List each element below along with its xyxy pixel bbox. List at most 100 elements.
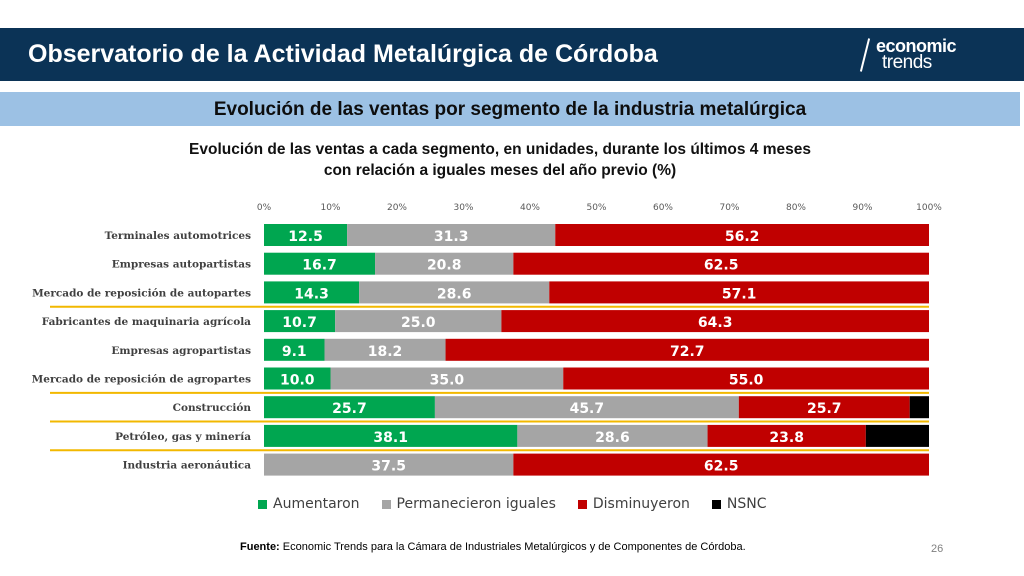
source-text: Economic Trends para la Cámara de Indust… (279, 541, 746, 553)
data-label: 55.0 (729, 373, 764, 389)
logo-line1: economic (876, 36, 957, 56)
bar-segment-permanecieron-iguales (335, 310, 502, 333)
data-label: 16.7 (302, 258, 337, 274)
category-label: Mercado de reposición de autopartes (32, 287, 251, 299)
data-label: 72.7 (670, 344, 705, 360)
bar-segment-aumentaron (264, 367, 331, 390)
page-number: 26 (931, 543, 944, 555)
category-label: Terminales automotrices (105, 230, 251, 242)
data-label: 28.6 (437, 286, 472, 302)
data-label: 12.5 (288, 229, 323, 245)
legend-swatch (381, 499, 391, 509)
legend-label: Disminuyeron (592, 496, 690, 512)
bar-segment-disminuyeron (555, 224, 929, 246)
data-label: 20.8 (427, 258, 462, 274)
bar-segment-nsnc (865, 424, 929, 447)
chart-legend: Aumentaron Permanecieron iguales Disminuye… (258, 494, 767, 514)
bar-segment-permanecieron-iguales (359, 281, 550, 304)
data-label: 14.3 (294, 286, 329, 302)
bar-segment-disminuyeron (501, 310, 929, 333)
category-label: Empresas agropartistas (111, 345, 251, 357)
x-tick-label: 20% (387, 203, 407, 213)
data-label: 25.0 (401, 315, 436, 331)
x-tick-label: 80% (786, 203, 806, 213)
data-label: 57.1 (722, 286, 757, 302)
legend-swatch (711, 499, 721, 509)
legend-item: Disminuyeron (577, 496, 690, 512)
bar-segment-disminuyeron (513, 252, 929, 275)
legend-swatch (258, 499, 267, 509)
data-label: 28.6 (595, 430, 630, 446)
category-label: Industria aeronáutica (123, 460, 252, 472)
data-label: 35.0 (430, 373, 465, 389)
bar-segment-nsnc (909, 396, 929, 419)
x-tick-label: 30% (453, 203, 473, 213)
legend-item: Permanecieron iguales (381, 496, 556, 512)
data-label: 25.7 (332, 401, 367, 417)
bar-segment-disminuyeron (707, 424, 866, 447)
x-tick-label: 70% (719, 203, 739, 213)
bar-segment-disminuyeron (563, 367, 929, 390)
category-label: Petróleo, gas y minería (115, 431, 251, 443)
bar-segment-disminuyeron (445, 338, 929, 361)
bar-segment-permanecieron-iguales (375, 252, 514, 275)
logo-line2: trends (882, 52, 932, 73)
x-tick-label: 90% (852, 203, 872, 213)
bar-segment-permanecieron-iguales (330, 367, 564, 390)
data-label: 9.1 (282, 344, 307, 360)
legend-label: NSNC (726, 496, 767, 512)
category-label: Construcción (173, 402, 252, 414)
bar-segment-disminuyeron (513, 453, 929, 476)
bar-segment-aumentaron (264, 224, 348, 246)
legend-label: Permanecieron iguales (396, 496, 556, 512)
data-label: 25.7 (807, 401, 842, 417)
category-label: Fabricantes de maquinaria agrícola (42, 316, 251, 328)
data-label: 10.0 (280, 373, 315, 389)
x-tick-label: 100% (916, 203, 942, 213)
bar-segment-disminuyeron (549, 281, 929, 304)
data-label: 38.1 (373, 430, 408, 446)
bar-segment-permanecieron-iguales (434, 396, 739, 419)
legend-label: Aumentaron (273, 496, 360, 512)
data-label: 45.7 (570, 401, 605, 417)
data-label: 10.7 (282, 315, 317, 331)
bar-segment-permanecieron-iguales (324, 338, 446, 361)
data-label: 64.3 (698, 315, 733, 331)
bar-segment-aumentaron (264, 252, 376, 275)
data-label: 62.5 (704, 459, 739, 475)
data-label: 56.2 (725, 229, 760, 245)
section-banner: Evolución de las ventas por segmento de … (0, 92, 1020, 126)
x-tick-label: 0% (257, 203, 272, 213)
data-label: 37.5 (371, 459, 406, 475)
bar-segment-aumentaron (264, 310, 336, 333)
x-tick-label: 40% (520, 203, 540, 213)
data-label: 18.2 (368, 344, 403, 360)
data-label: 23.8 (769, 430, 804, 446)
bar-segment-aumentaron (264, 281, 360, 304)
bar-segment-aumentaron (264, 424, 518, 447)
bar-segment-permanecieron-iguales (264, 453, 514, 476)
chart-title: Evolución de las ventas a cada segmento,… (100, 139, 900, 181)
x-tick-label: 60% (653, 203, 673, 213)
bar-segment-permanecieron-iguales (347, 224, 556, 246)
chart-title-line1: Evolución de las ventas a cada segmento,… (189, 141, 811, 158)
bar-segment-permanecieron-iguales (517, 424, 708, 447)
page-title: Observatorio de la Actividad Metalúrgica… (28, 40, 658, 68)
bar-segment-disminuyeron (738, 396, 910, 419)
source-label: Fuente: (240, 541, 280, 553)
data-label: 31.3 (434, 229, 469, 245)
category-label: Empresas autopartistas (112, 259, 251, 271)
x-tick-label: 10% (320, 203, 340, 213)
economic-trends-logo: economic trends (859, 36, 1004, 76)
source-note: Fuente: Economic Trends para la Cámara d… (240, 541, 746, 553)
section-title: Evolución de las ventas por segmento de … (213, 99, 807, 120)
category-label: Mercado de reposición de agropartes (32, 374, 251, 386)
x-tick-label: 50% (586, 203, 606, 213)
bar-segment-aumentaron (264, 338, 325, 361)
legend-item: Aumentaron (258, 496, 360, 512)
header-bar: Observatorio de la Actividad Metalúrgica… (0, 28, 1024, 81)
chart-title-line2: con relación a iguales meses del año pre… (323, 162, 677, 179)
legend-swatch (577, 499, 587, 509)
data-label: 62.5 (704, 258, 739, 274)
